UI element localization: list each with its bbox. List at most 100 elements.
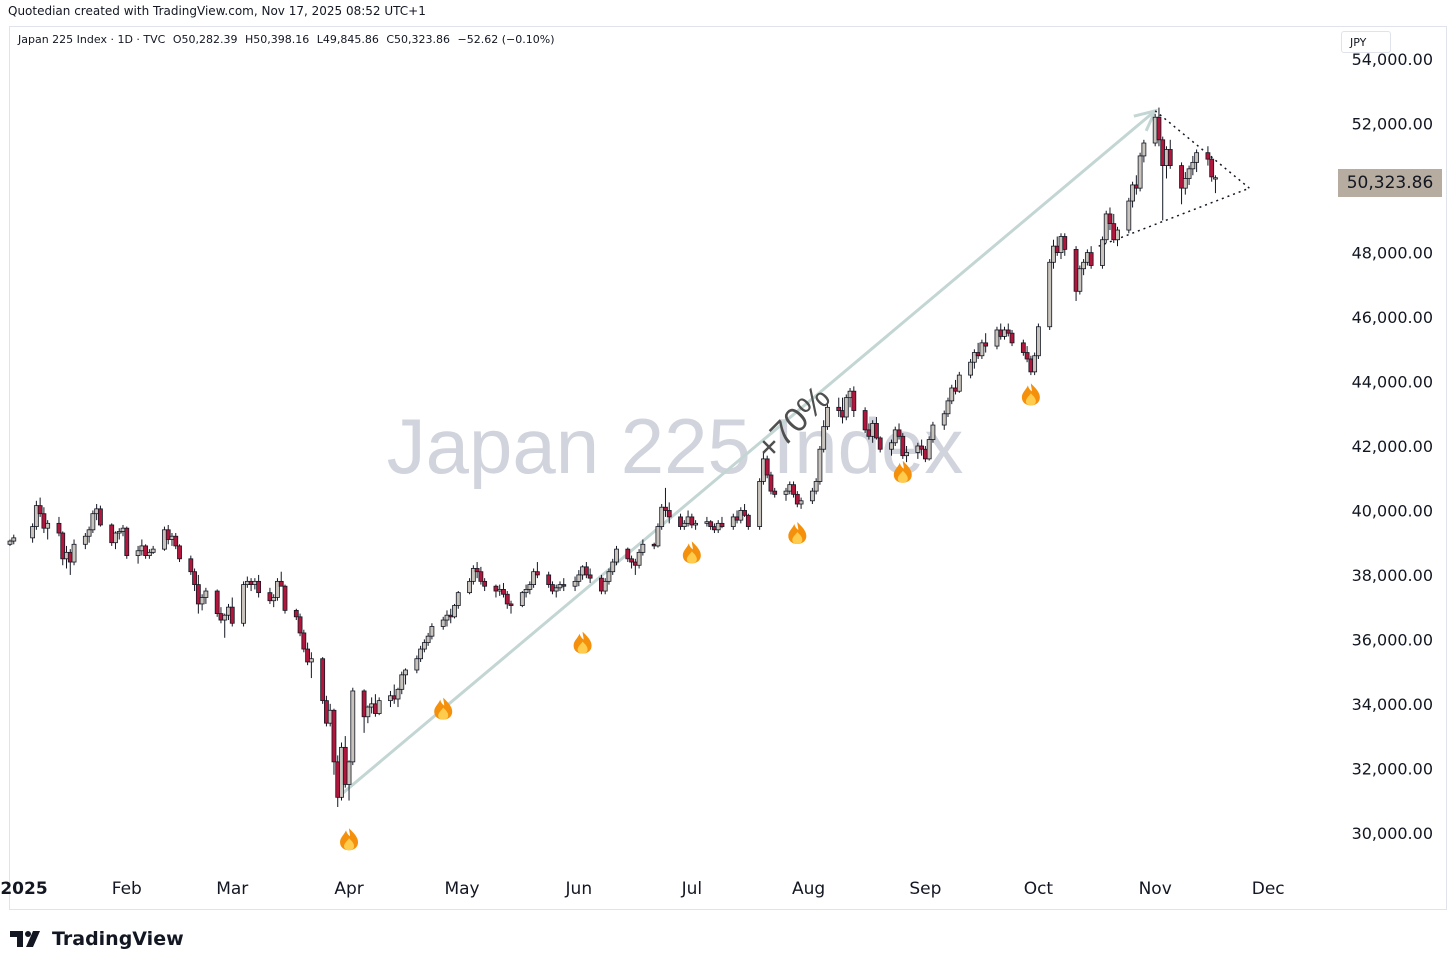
candle[interactable] — [1209, 155, 1215, 182]
candle[interactable] — [757, 478, 763, 530]
candle[interactable] — [534, 562, 540, 579]
candle[interactable] — [229, 597, 235, 627]
candle[interactable] — [836, 397, 842, 417]
candle[interactable] — [1182, 172, 1188, 195]
candle[interactable] — [821, 420, 827, 453]
candle[interactable] — [1130, 181, 1135, 208]
candle[interactable] — [666, 502, 672, 524]
candle[interactable] — [926, 436, 932, 461]
candle[interactable] — [640, 539, 646, 556]
candle[interactable] — [165, 524, 171, 545]
candle[interactable] — [267, 587, 273, 604]
candle[interactable] — [681, 520, 687, 530]
candle[interactable] — [440, 616, 446, 630]
candle[interactable] — [1009, 329, 1015, 347]
candle[interactable] — [945, 397, 951, 417]
candle[interactable] — [561, 578, 567, 592]
candle[interactable] — [1081, 259, 1087, 276]
candle[interactable] — [979, 339, 985, 359]
candle[interactable] — [425, 632, 431, 646]
candle[interactable] — [501, 582, 506, 598]
candle[interactable] — [493, 584, 499, 598]
candle[interactable] — [1107, 207, 1113, 231]
candle[interactable] — [116, 528, 122, 540]
candle[interactable] — [764, 455, 770, 479]
candle[interactable] — [956, 371, 962, 393]
candle[interactable] — [146, 549, 152, 559]
candle[interactable] — [689, 513, 695, 529]
candle[interactable] — [1194, 149, 1200, 173]
candle[interactable] — [173, 533, 179, 550]
candle[interactable] — [361, 689, 367, 733]
candle[interactable] — [33, 500, 39, 530]
candle[interactable] — [772, 487, 778, 498]
candle[interactable] — [576, 570, 582, 587]
candle[interactable] — [1005, 323, 1011, 337]
candle[interactable] — [56, 516, 62, 537]
candle[interactable] — [949, 384, 955, 405]
candle[interactable] — [82, 533, 88, 550]
candle[interactable] — [1141, 139, 1147, 163]
candle[interactable] — [843, 394, 849, 421]
candle[interactable] — [693, 520, 699, 530]
candle[interactable] — [508, 600, 514, 614]
currency-button[interactable]: JPY — [1341, 31, 1391, 53]
candle[interactable] — [813, 478, 819, 495]
candle[interactable] — [256, 574, 262, 598]
candle[interactable] — [798, 497, 804, 509]
candle[interactable] — [1047, 259, 1053, 330]
candle[interactable] — [293, 608, 299, 621]
candle[interactable] — [900, 433, 906, 459]
candle[interactable] — [587, 568, 593, 583]
candle[interactable] — [320, 657, 326, 704]
candle[interactable] — [455, 591, 461, 609]
candle[interactable] — [452, 603, 457, 619]
candle[interactable] — [519, 591, 525, 608]
candle[interactable] — [124, 526, 130, 559]
candle[interactable] — [531, 568, 537, 588]
candle[interactable] — [527, 581, 533, 595]
candle[interactable] — [71, 539, 77, 566]
candle[interactable] — [636, 549, 642, 569]
candle[interactable] — [983, 333, 989, 353]
candle[interactable] — [614, 545, 619, 566]
candle[interactable] — [889, 439, 894, 456]
candle[interactable] — [1156, 107, 1162, 147]
candle[interactable] — [418, 645, 424, 662]
candle[interactable] — [444, 610, 450, 627]
candle[interactable] — [45, 520, 51, 540]
candle[interactable] — [1024, 346, 1030, 363]
candle[interactable] — [941, 410, 947, 430]
candle[interactable] — [467, 578, 472, 595]
candle[interactable] — [1062, 233, 1068, 256]
candle[interactable] — [1036, 323, 1041, 359]
candle[interactable] — [877, 436, 883, 453]
candle[interactable] — [41, 507, 47, 534]
candle[interactable] — [135, 545, 141, 564]
candle[interactable] — [222, 613, 228, 638]
candle[interactable] — [553, 584, 559, 598]
candle[interactable] — [1205, 146, 1211, 166]
candle[interactable] — [606, 568, 612, 585]
candle[interactable] — [1032, 352, 1038, 376]
candle[interactable] — [862, 407, 868, 434]
candle[interactable] — [331, 708, 337, 775]
candle[interactable] — [470, 565, 476, 585]
candle[interactable] — [678, 513, 683, 530]
candle[interactable] — [90, 510, 96, 534]
candle[interactable] — [625, 547, 631, 563]
candle[interactable] — [629, 555, 634, 569]
candle[interactable] — [301, 629, 307, 653]
candle[interactable] — [659, 504, 665, 530]
candle[interactable] — [376, 697, 382, 716]
candle[interactable] — [655, 523, 661, 548]
candle[interactable] — [768, 471, 774, 495]
candle[interactable] — [817, 446, 823, 485]
candle[interactable] — [282, 584, 288, 614]
candle[interactable] — [195, 574, 201, 614]
candle[interactable] — [930, 421, 936, 443]
candle[interactable] — [1100, 236, 1105, 269]
candle[interactable] — [874, 416, 879, 440]
candle[interactable] — [971, 349, 977, 369]
